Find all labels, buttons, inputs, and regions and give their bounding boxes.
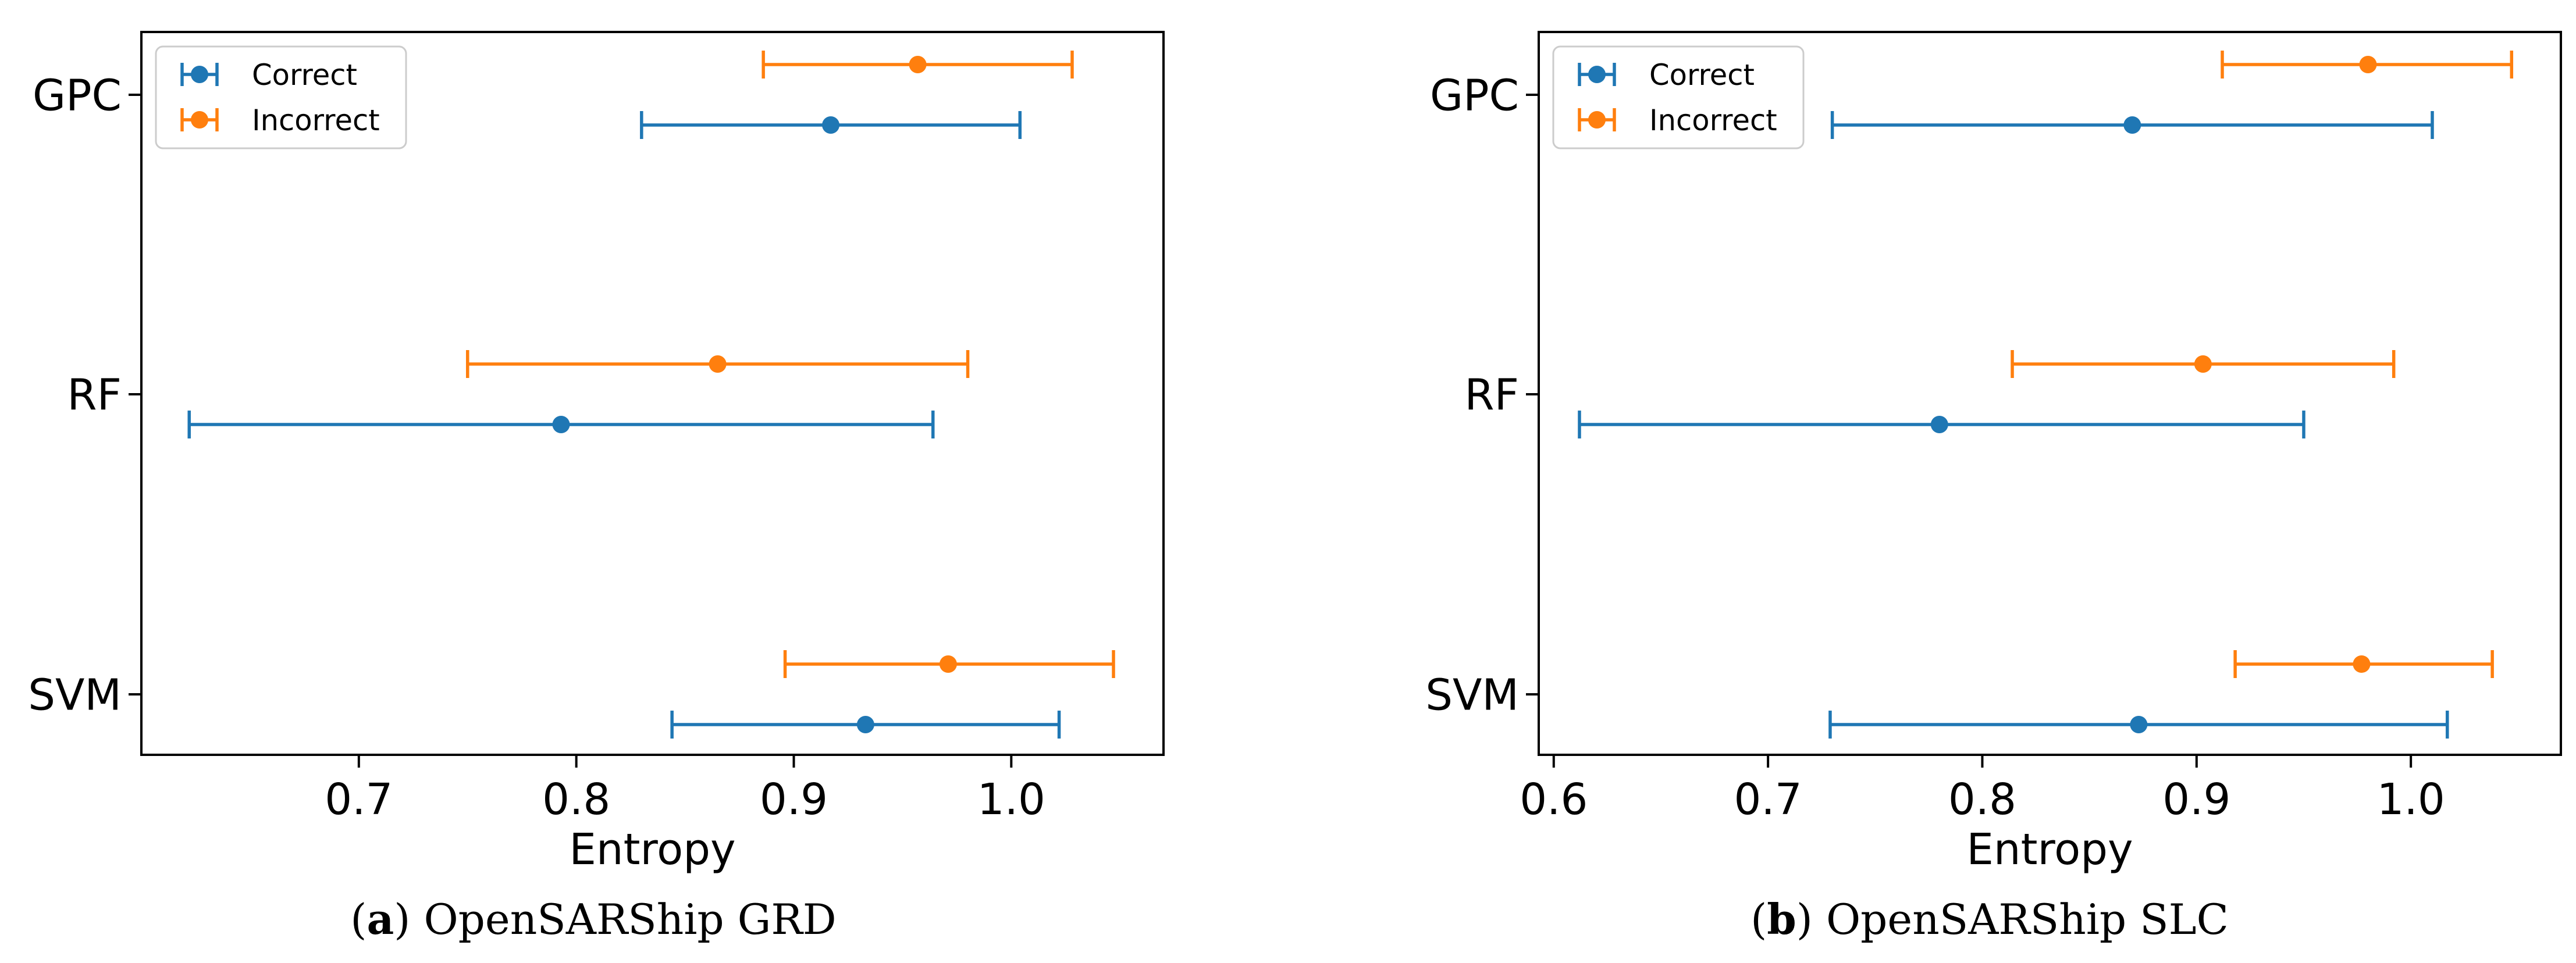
panel-caption: (b) OpenSARShip SLC [1750, 895, 2229, 944]
legend-label: Incorrect [1649, 104, 1777, 137]
legend-label: Incorrect [252, 104, 380, 137]
errorbar-incorrect-rf [2011, 350, 2396, 378]
x-tick-label: 0.7 [1734, 775, 1802, 825]
errorbar-incorrect-svm [783, 650, 1115, 678]
errorbar-correct-gpc [1830, 111, 2434, 139]
y-tick-label: RF [67, 371, 122, 420]
caption-paren-open: ( [1750, 896, 1767, 944]
errorbar-correct-svm [670, 711, 1061, 739]
legend: Correct Incorrect [1552, 45, 1805, 149]
panel-b: 0.6 0.7 0.8 0.9 1.0 GPC RF SVM Entropy Correct Inc… [1425, 31, 2562, 944]
mean-marker [909, 56, 927, 73]
y-tick-label: GPC [33, 72, 122, 121]
mean-marker [2130, 716, 2148, 733]
x-tick-label: 0.8 [542, 775, 610, 825]
caption-paren-close: ) [1796, 896, 1826, 944]
caption-paren-close: ) [394, 896, 424, 944]
mean-marker [2359, 56, 2377, 73]
mean-marker [2353, 655, 2371, 673]
panel-caption: (a) OpenSARShip GRD [350, 895, 836, 944]
y-tick-label: SVM [1425, 671, 1519, 721]
x-tick-label: 0.8 [1948, 775, 2016, 825]
errorbar-incorrect-gpc [2221, 51, 2514, 79]
mean-marker [552, 416, 570, 433]
y-tick-label: RF [1464, 371, 1519, 420]
legend-item-correct: Correct [180, 58, 357, 92]
legend-handle-marker [191, 66, 208, 83]
caption-paren-open: ( [350, 896, 367, 944]
legend-label: Correct [1649, 58, 1755, 92]
legend-handle-marker [1588, 111, 1606, 129]
x-axis-label: Entropy [569, 825, 735, 875]
x-tick-label: 0.9 [760, 775, 828, 825]
legend: Correct Incorrect [155, 45, 407, 149]
x-tick-label: 1.0 [977, 775, 1045, 825]
panel-a: 0.7 0.8 0.9 1.0 GPC RF SVM Entropy Correct Incorr… [28, 31, 1165, 944]
mean-marker [1930, 416, 1948, 433]
y-tick-label: SVM [28, 671, 122, 721]
x-tick-label: 0.7 [325, 775, 393, 825]
legend-handle-marker [191, 111, 208, 129]
mean-marker [2194, 355, 2212, 373]
x-tick-label: 1.0 [2377, 775, 2445, 825]
mean-marker [856, 716, 874, 733]
caption-panel-letter: a [367, 895, 394, 944]
legend-label: Correct [252, 58, 357, 92]
errorbar-incorrect-svm [2233, 650, 2494, 678]
caption-title: OpenSARShip GRD [424, 896, 836, 944]
legend-item-incorrect: Incorrect [1578, 104, 1777, 137]
legend-item-correct: Correct [1578, 58, 1755, 92]
caption-panel-letter: b [1767, 895, 1796, 944]
errorbar-incorrect-gpc [762, 51, 1074, 79]
errorbar-correct-rf [187, 411, 935, 438]
x-axis-label: Entropy [1966, 825, 2133, 875]
mean-marker [822, 116, 840, 134]
legend-item-incorrect: Incorrect [180, 104, 380, 137]
errorbar-correct-svm [1828, 711, 2449, 739]
x-tick-label: 0.9 [2162, 775, 2230, 825]
caption-title: OpenSARShip SLC [1826, 896, 2229, 944]
errorbar-correct-rf [1578, 411, 2305, 438]
mean-marker [2123, 116, 2141, 134]
y-tick-label: GPC [1430, 72, 1519, 121]
errorbar-correct-gpc [640, 111, 1022, 139]
mean-marker [939, 655, 957, 673]
x-tick-label: 0.6 [1520, 775, 1588, 825]
errorbar-incorrect-rf [465, 350, 970, 378]
legend-handle-marker [1588, 66, 1606, 83]
mean-marker [709, 355, 727, 373]
